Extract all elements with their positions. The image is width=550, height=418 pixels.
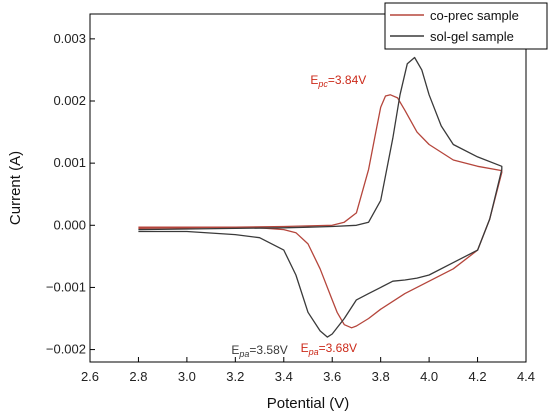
plot-frame [89,13,527,363]
x-tick-label: 4.0 [420,369,438,384]
x-axis-title: Potential (V) [267,395,350,412]
legend-box [384,2,548,50]
y-tick-label: −0.001 [46,279,86,294]
legend-label-sol-gel: sol-gel sample [430,29,514,44]
x-tick-label: 3.0 [178,369,196,384]
x-tick-label: 3.2 [226,369,244,384]
x-tick-label: 3.4 [275,369,293,384]
series-line-co-prec [138,94,503,329]
y-tick-label: 0.000 [53,217,86,232]
peak-annotation: Epc=3.84V [310,73,366,89]
x-tick-label: 2.8 [129,369,147,384]
legend: co-prec sample sol-gel sample [384,2,548,50]
y-tick-label: 0.001 [53,155,86,170]
y-tick-label: 0.003 [53,31,86,46]
series-line-sol-gel [138,56,503,338]
legend-label-co-prec: co-prec sample [430,8,519,23]
x-tick-label: 4.4 [517,369,535,384]
peak-annotation: Epa=3.58V [231,343,287,359]
series-layer [138,56,503,338]
x-tick-label: 3.6 [323,369,341,384]
x-tick-label: 4.2 [469,369,487,384]
y-axis-title: Current (A) [7,151,24,225]
y-tick-label: 0.002 [53,93,86,108]
x-tick-label: 2.6 [81,369,99,384]
ticks-layer: 2.6 2.8 3.0 3.2 3.4 3.6 3.8 4.0 4.2 4.4 −0.002 −0.0… [46,31,535,384]
x-tick-label: 3.8 [372,369,390,384]
peak-annotation: Epa=3.68V [301,341,357,357]
y-tick-label: −0.002 [46,342,86,357]
